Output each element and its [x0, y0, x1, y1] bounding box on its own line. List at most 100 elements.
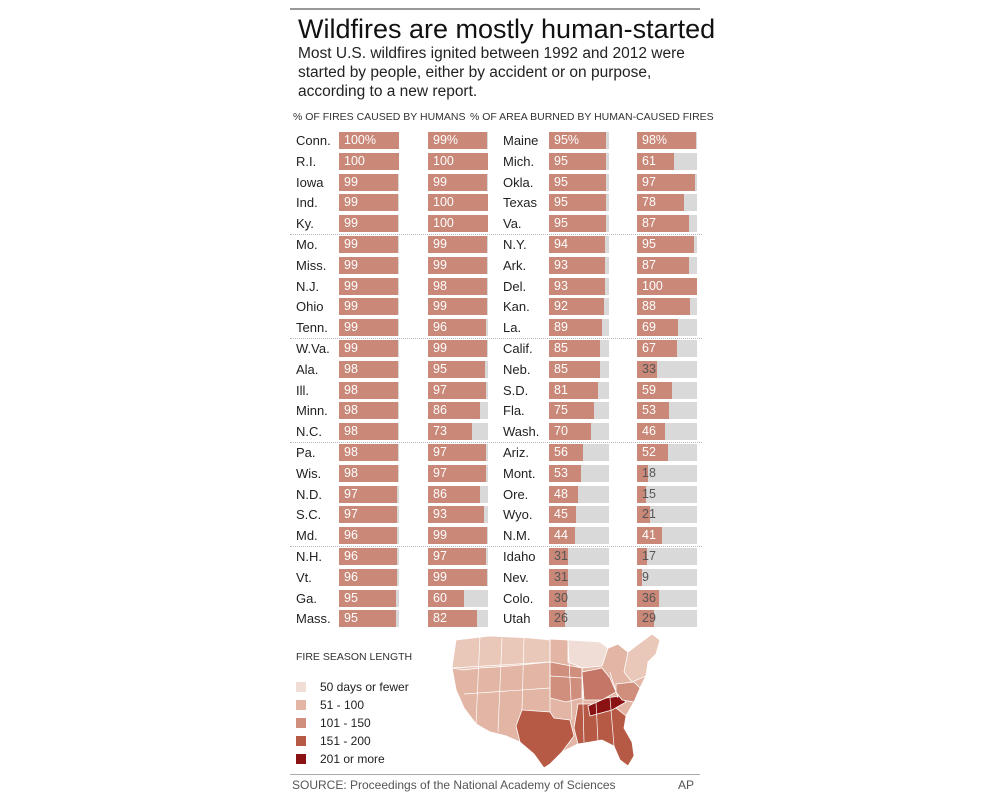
table-row: Mass. 95 82 Utah 26 29	[290, 608, 702, 629]
bar-track: 89	[549, 319, 609, 337]
bar-track: 99	[428, 236, 488, 253]
bar-track: 75	[549, 402, 609, 420]
bar-track: 97	[428, 548, 488, 565]
bar	[339, 381, 398, 399]
bar-value-label: 98	[344, 424, 358, 439]
bar-track: 85	[549, 360, 609, 378]
map-region-northeast	[623, 633, 661, 683]
legend-swatch	[296, 682, 306, 692]
bar-value-label: 60	[433, 590, 447, 605]
row-divider	[290, 234, 702, 236]
bar-value-label: 96	[344, 528, 358, 543]
bar-track: 56	[549, 444, 609, 461]
bar	[549, 215, 606, 233]
bar	[339, 464, 398, 482]
bar	[339, 402, 398, 420]
bar-track: 17	[637, 548, 697, 565]
table-row: Mo. 99 99 N.Y. 94 95	[290, 234, 702, 255]
bar	[549, 319, 603, 337]
bar	[549, 506, 576, 524]
map-region-texas	[515, 709, 575, 769]
state-label: Colo.	[503, 590, 534, 606]
chart-subtitle: Most U.S. wildfires ignited between 1992…	[298, 45, 685, 100]
bar	[549, 360, 600, 378]
legend-swatch	[296, 754, 306, 764]
bar	[549, 236, 606, 253]
bar-track: 29	[637, 610, 697, 628]
bar-track: 95	[339, 589, 399, 607]
state-label: R.I.	[296, 153, 317, 169]
legend-label: 201 or more	[320, 752, 385, 766]
bar	[637, 319, 679, 337]
bar-value-label: 93	[433, 507, 447, 522]
column-header-fires: % OF FIRES CAUSED BY HUMANS	[293, 111, 466, 123]
bar-value-label: 100	[433, 153, 454, 168]
bar-value-label: 89	[554, 320, 568, 335]
bar-track: 67	[637, 340, 697, 357]
bar	[549, 548, 568, 565]
bar-value-label: 97	[642, 174, 656, 189]
bar-track: 98	[339, 360, 399, 378]
state-label: Conn.	[296, 133, 331, 148]
state-label: Ill.	[296, 382, 309, 398]
state-label: Ala.	[296, 361, 319, 377]
bar	[428, 381, 487, 399]
bar-value-label: 98	[344, 465, 358, 480]
bar-track: 99	[339, 277, 399, 295]
state-label: N.J.	[296, 278, 320, 294]
bar-value-label: 100	[433, 195, 454, 210]
table-row: Miss. 99 99 Ark. 93 87	[290, 255, 702, 276]
bar	[428, 423, 472, 441]
bar-value-label: 87	[642, 216, 656, 231]
bar-value-label: 98	[344, 403, 358, 418]
bar-value-label: 98%	[642, 133, 668, 147]
table-row: Ky. 99 100 Va. 95 87	[290, 213, 702, 236]
bar-value-label: 33	[642, 361, 656, 376]
bar	[339, 152, 399, 170]
bar	[428, 444, 487, 461]
state-label: S.D.	[503, 382, 529, 398]
bar-value-label: 99	[344, 320, 358, 335]
bar	[428, 548, 487, 565]
table-row: R.I. 100 100 Mich. 95 61	[290, 151, 702, 172]
state-label: N.M.	[503, 528, 531, 544]
bar-track: 97	[339, 506, 399, 524]
bar-value-label: 21	[642, 507, 656, 522]
bar	[549, 423, 591, 441]
bar	[637, 464, 648, 482]
bar-value-label: 85	[554, 341, 568, 355]
bar	[428, 173, 488, 191]
bar	[339, 527, 397, 545]
bar-value-label: 100%	[344, 133, 376, 147]
bar	[637, 340, 678, 357]
state-label: Wyo.	[503, 507, 533, 523]
bar-track: 97	[339, 485, 399, 503]
state-label: Tenn.	[296, 320, 328, 336]
state-label: Va.	[503, 216, 522, 232]
bar-track: 95	[549, 194, 609, 212]
bar-track: 96	[339, 548, 399, 565]
bar	[637, 256, 690, 274]
table-row: Vt. 96 99 Nev. 31 9	[290, 567, 702, 588]
infographic: Wildfires are mostly human-started Most …	[290, 0, 715, 800]
bar-track: 30	[549, 589, 609, 607]
bar-track: 36	[637, 589, 697, 607]
bar-track: 41	[637, 527, 697, 545]
bar-value-label: 95	[344, 590, 358, 605]
bar-track: 15	[637, 485, 697, 503]
bar-track: 97	[637, 173, 697, 191]
bar-value-label: 98	[433, 278, 447, 293]
bar-value-label: 99	[433, 299, 447, 314]
state-label: N.Y.	[503, 237, 527, 252]
bar-value-label: 98	[344, 361, 358, 376]
bar-value-label: 53	[642, 403, 656, 418]
bar-track: 78	[637, 194, 697, 212]
bar-track: 73	[428, 423, 488, 441]
us-fire-season-map	[451, 633, 661, 769]
bar	[549, 132, 606, 149]
bar-value-label: 97	[433, 465, 447, 480]
bar-track: 99	[428, 256, 488, 274]
bar	[428, 610, 478, 628]
bar-track: 87	[637, 256, 697, 274]
bar	[549, 152, 606, 170]
